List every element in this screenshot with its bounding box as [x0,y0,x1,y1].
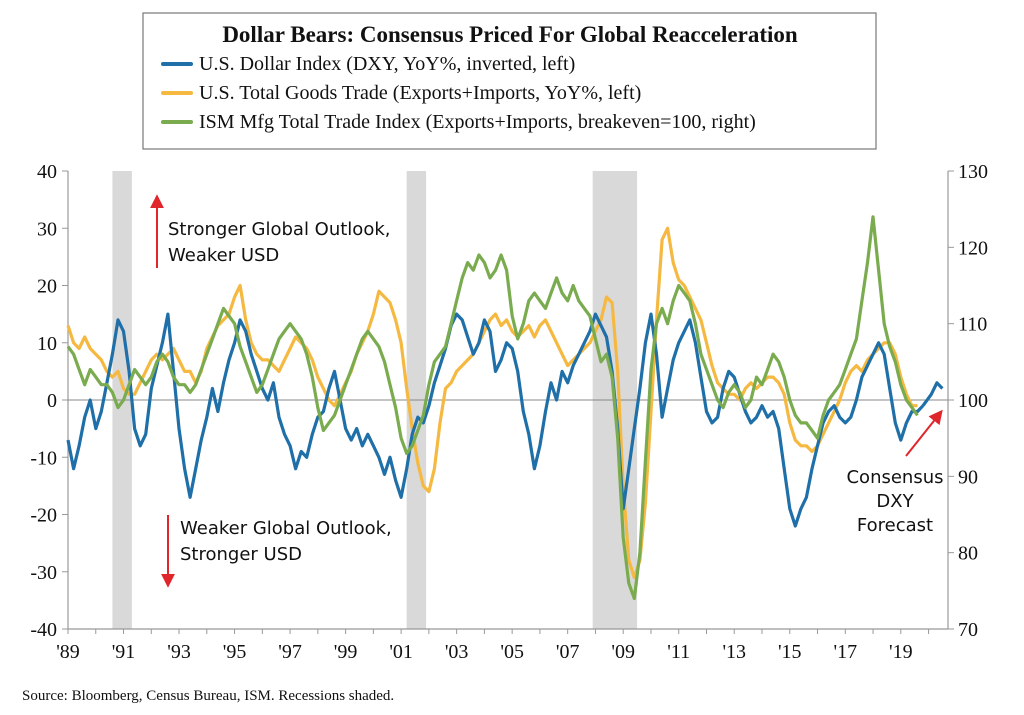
legend-label-2: U.S. Total Goods Trade (Exports+Imports,… [199,82,641,104]
chart-title: Dollar Bears: Consensus Priced For Globa… [222,22,798,47]
source-note: Source: Bloomberg, Census Bureau, ISM. R… [22,688,394,704]
x-tick-label: '01 [389,641,413,663]
x-tick-label: '11 [667,641,690,663]
x-tick-label: '93 [167,641,191,663]
x-tick-label: '97 [278,641,302,663]
down-annotation-line: Weaker Global Outlook, [180,518,392,539]
left-tick-label: 10 [37,333,57,355]
x-tick-label: '15 [778,641,802,663]
left-tick-label: -10 [30,447,57,469]
legend-label-1: U.S. Dollar Index (DXY, YoY%, inverted, … [199,53,575,75]
legend-box: Dollar Bears: Consensus Priced For Globa… [142,12,877,150]
left-tick-label: -40 [30,619,57,641]
forecast-annotation-line: DXY [876,491,914,512]
left-tick-label: -30 [30,562,57,584]
right-tick-label: 110 [958,314,987,336]
right-tick-label: 130 [958,161,988,183]
x-tick-label: '07 [556,641,580,663]
up-annotation-line: Stronger Global Outlook, [168,219,390,240]
series-line-1 [66,312,925,528]
right-tick-label: 80 [958,543,978,565]
right-tick-label: 70 [958,619,978,641]
x-tick-label: '17 [833,641,857,663]
forecast-arrow [905,409,943,457]
x-tick-label: '13 [722,641,746,663]
series-line-3 [66,215,919,601]
x-tick-label: '95 [223,641,247,663]
x-tick-label: '99 [334,641,358,663]
left-tick-label: -20 [30,505,57,527]
down-annotation-line: Stronger USD [180,544,302,565]
right-tick-label: 120 [958,237,988,259]
right-tick-label: 100 [958,390,988,412]
left-tick-label: 20 [37,276,57,298]
up-annotation-line: Weaker USD [168,245,279,266]
left-tick-label: 0 [47,390,57,412]
left-tick-label: 40 [37,161,57,183]
x-tick-label: '09 [611,641,635,663]
dxy-forecast-line [921,381,944,407]
x-tick-label: '91 [112,641,136,663]
x-tick-label: '03 [445,641,469,663]
right-tick-label: 90 [958,466,978,488]
legend-label-3: ISM Mfg Total Trade Index (Exports+Impor… [199,111,756,133]
x-tick-label: '89 [56,641,80,663]
forecast-annotation-line: Forecast [857,515,933,536]
left-tick-label: 30 [37,218,57,240]
forecast-annotation-line: Consensus [846,467,943,488]
x-tick-label: '05 [500,641,524,663]
x-tick-label: '19 [889,641,913,663]
legend-frame [142,12,877,150]
